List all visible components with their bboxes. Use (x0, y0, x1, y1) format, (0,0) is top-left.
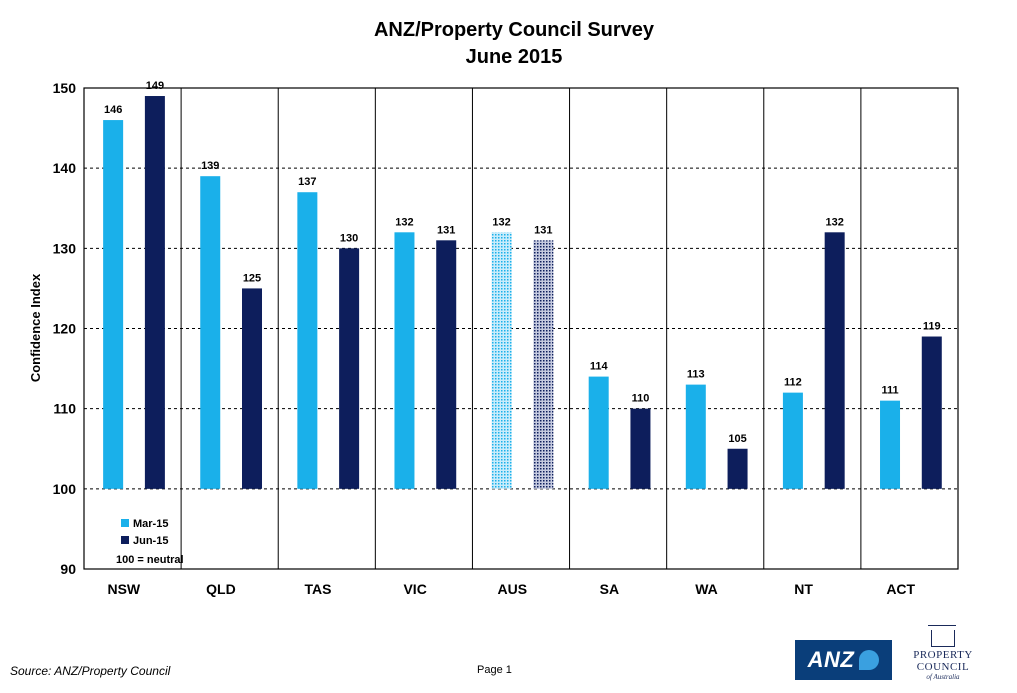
x-tick-label-sa: SA (600, 581, 619, 597)
x-tick-label-qld: QLD (206, 581, 236, 597)
bar-wa-mar-15 (685, 384, 706, 489)
data-label-aus-jun-15: 131 (534, 224, 552, 236)
data-label-act-mar-15: 111 (881, 385, 898, 397)
bar-tas-mar-15 (297, 192, 318, 489)
bar-tas-jun-15 (339, 248, 360, 489)
plot-border (83, 87, 959, 570)
data-label-tas-mar-15: 137 (298, 176, 316, 188)
data-label-nt-jun-15: 132 (825, 216, 843, 228)
property-council-logo: PROPERTY COUNCIL of Australia (902, 625, 984, 688)
y-tick-label-100: 100 (53, 481, 77, 497)
data-label-wa-jun-15: 105 (728, 433, 746, 445)
legend-swatch-jun-15 (121, 536, 129, 544)
bar-sa-mar-15 (588, 376, 609, 489)
bar-act-mar-15 (880, 400, 901, 489)
plot-area: 90 100 110 120 130 140 150 146 149 NSW 139 125 QLD 13… (53, 80, 959, 597)
building-icon (928, 625, 956, 647)
x-tick-label-tas: TAS (305, 581, 332, 597)
x-tick-label-nsw: NSW (107, 581, 140, 597)
bar-nsw-jun-15 (144, 96, 165, 489)
bar-nsw-mar-15 (103, 120, 124, 489)
y-tick-label-130: 130 (53, 240, 77, 256)
y-tick-label-90: 90 (60, 561, 76, 577)
y-tick-label-110: 110 (53, 401, 76, 417)
bar-aus-jun-15 (533, 240, 554, 489)
data-label-tas-jun-15: 130 (340, 232, 358, 244)
source-note: Source: ANZ/Property Council (10, 664, 171, 678)
data-label-wa-mar-15: 113 (687, 369, 705, 381)
legend: Mar-15 Jun-15 100 = neutral (116, 518, 184, 566)
data-label-vic-jun-15: 131 (437, 224, 455, 236)
anz-logo-mark-icon (859, 650, 880, 670)
data-label-sa-jun-15: 110 (632, 393, 650, 405)
data-label-vic-mar-15: 132 (395, 216, 413, 228)
data-label-qld-mar-15: 139 (201, 160, 219, 172)
anz-logo-text: ANZ (807, 647, 855, 672)
pc-logo-line3: of Australia (926, 673, 960, 681)
y-tick-label-120: 120 (53, 321, 77, 337)
y-axis-label: Confidence Index (28, 273, 43, 382)
page-number: Page 1 (477, 664, 512, 676)
x-tick-label-nt: NT (794, 581, 813, 597)
chart-subtitle: June 2015 (466, 46, 563, 68)
bar-nt-jun-15 (824, 232, 845, 489)
bar-act-jun-15 (921, 336, 942, 489)
data-label-aus-mar-15: 132 (492, 216, 510, 228)
x-tick-label-vic: VIC (403, 581, 426, 597)
y-tick-label-150: 150 (53, 80, 77, 96)
x-tick-label-wa: WA (695, 581, 718, 597)
data-label-nsw-jun-15: 149 (146, 80, 164, 92)
bar-nt-mar-15 (782, 392, 803, 489)
anz-logo: ANZ (795, 640, 892, 680)
bar-aus-mar-15 (491, 232, 512, 489)
bar-vic-mar-15 (394, 232, 415, 489)
data-label-sa-mar-15: 114 (590, 361, 609, 373)
bar-qld-jun-15 (242, 288, 263, 489)
chart-title: ANZ/Property Council Survey (374, 19, 655, 41)
pc-logo-line2: COUNCIL (916, 661, 970, 673)
data-label-nt-mar-15: 112 (784, 377, 802, 389)
pc-logo-line1: PROPERTY (913, 649, 973, 661)
bar-wa-jun-15 (727, 448, 748, 489)
legend-label-jun-15: Jun-15 (133, 535, 168, 547)
legend-swatch-mar-15 (121, 519, 129, 527)
data-label-act-jun-15: 119 (923, 321, 941, 333)
bar-sa-jun-15 (630, 408, 651, 489)
legend-note: 100 = neutral (116, 554, 184, 566)
legend-label-mar-15: Mar-15 (133, 518, 168, 530)
data-label-qld-jun-15: 125 (243, 272, 261, 284)
y-tick-label-140: 140 (53, 160, 77, 176)
chart: ANZ/Property Council Survey June 2015 Co… (28, 19, 959, 597)
bar-vic-jun-15 (436, 240, 457, 489)
data-label-nsw-mar-15: 146 (104, 104, 122, 116)
x-tick-label-aus: AUS (497, 581, 527, 597)
bar-qld-mar-15 (200, 176, 221, 489)
x-tick-label-act: ACT (886, 581, 915, 597)
